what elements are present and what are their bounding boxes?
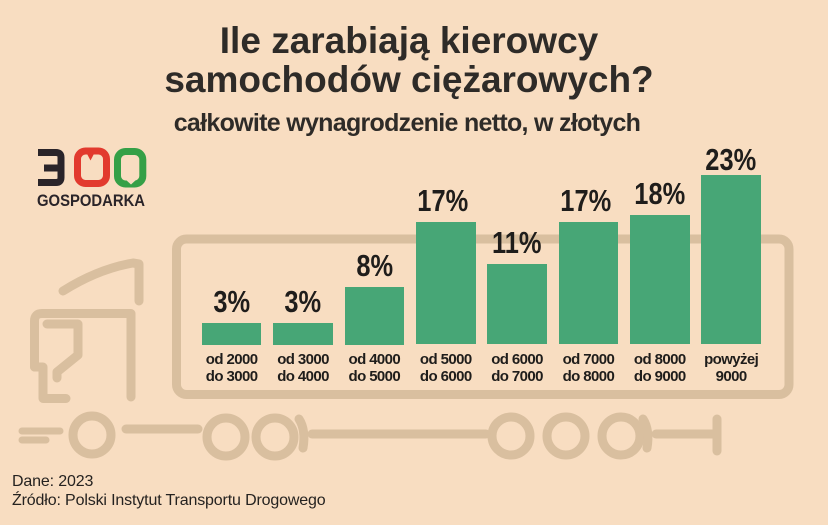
svg-text:GOSPODARKA: GOSPODARKA (37, 191, 145, 210)
